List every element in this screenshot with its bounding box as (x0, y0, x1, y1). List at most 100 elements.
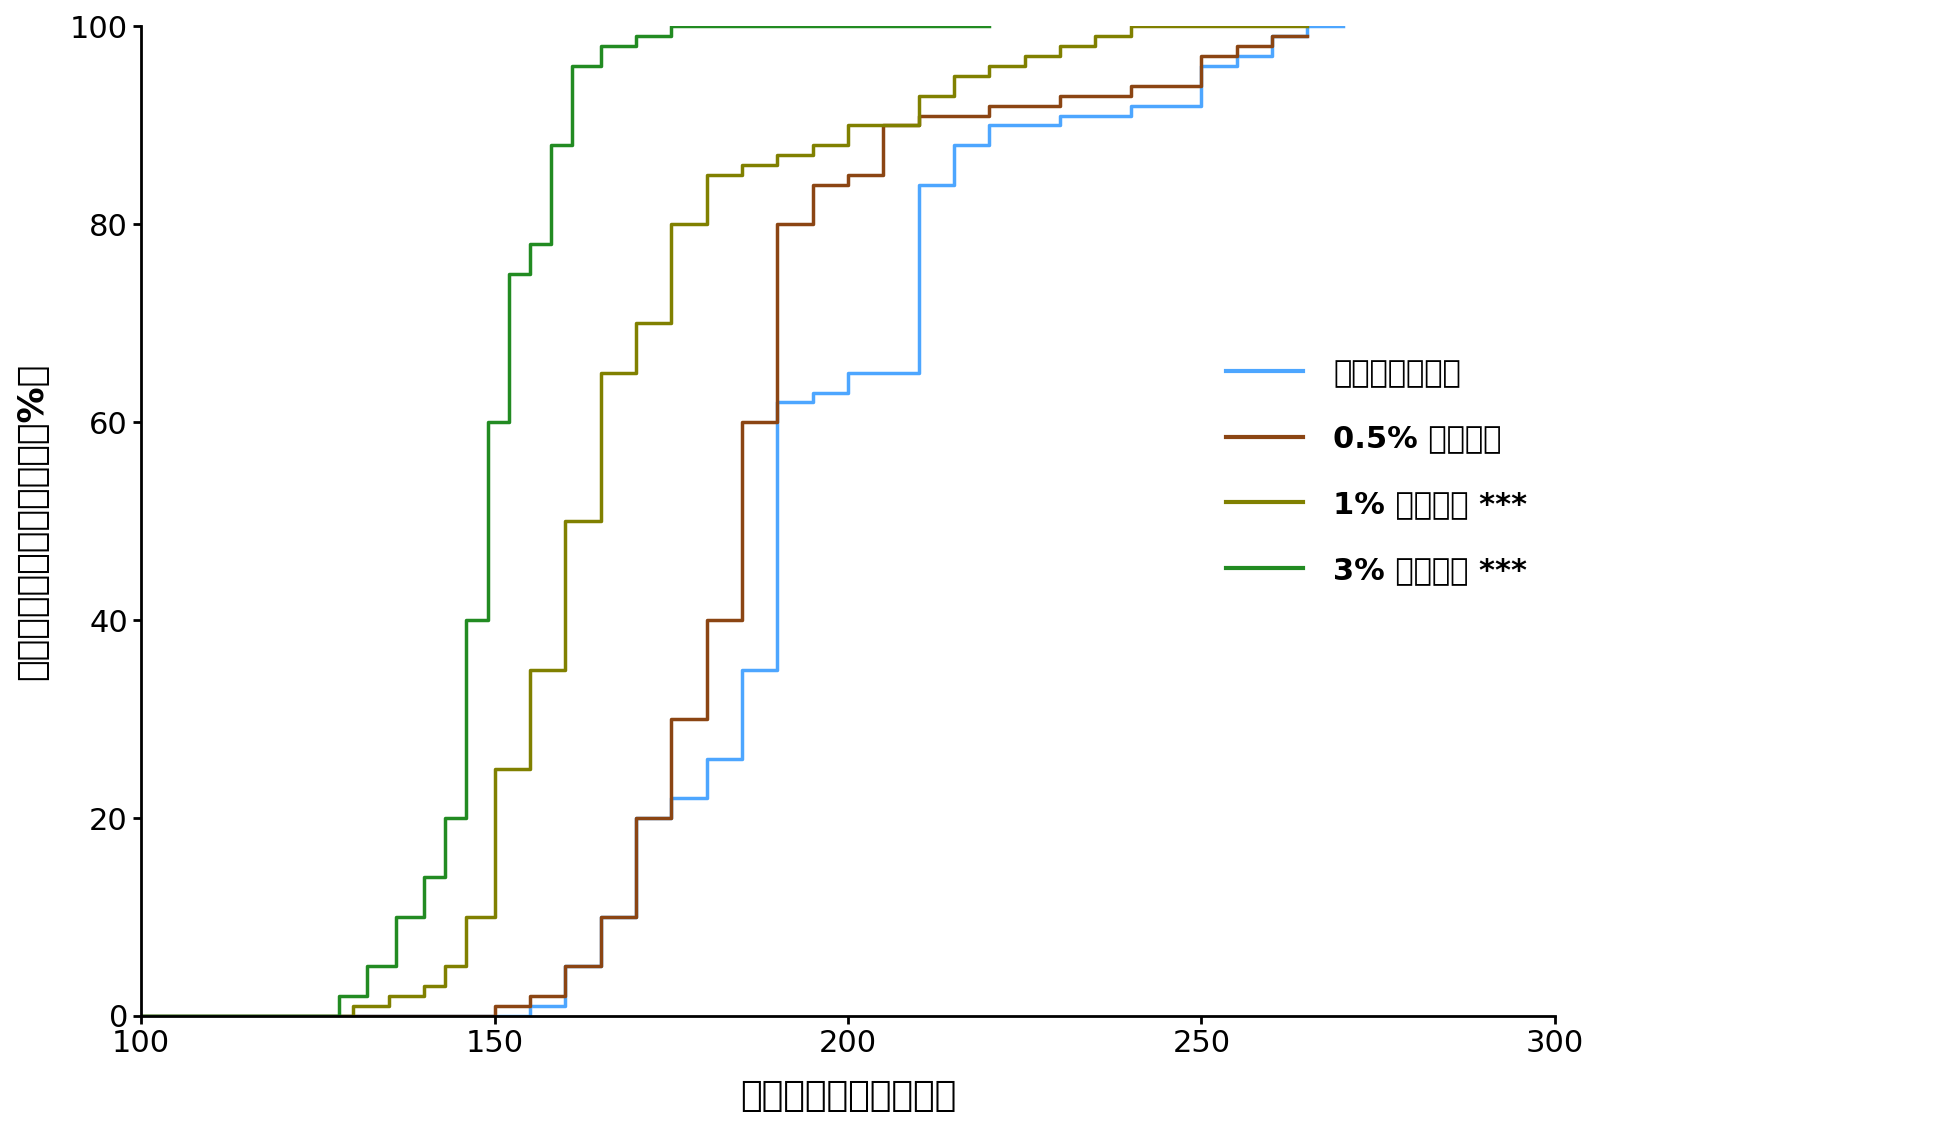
0.5% クロレラ (519, 999, 542, 1013)
0.5% クロレラ (1225, 39, 1248, 53)
コントロール群 (484, 1010, 507, 1023)
0.5% クロレラ (694, 614, 718, 627)
0.5% クロレラ (731, 614, 755, 627)
コントロール群 (837, 386, 860, 399)
コントロール群 (837, 367, 860, 380)
0.5% クロレラ (1225, 50, 1248, 63)
0.5% クロレラ (872, 168, 895, 182)
1% クロレラ *** (454, 960, 478, 973)
Line: コントロール群: コントロール群 (140, 26, 1344, 1016)
3% クロレラ *** (433, 811, 456, 825)
0.5% クロレラ (624, 910, 647, 924)
0.5% クロレラ (1190, 79, 1213, 92)
コントロール群 (1190, 60, 1213, 73)
0.5% クロレラ (907, 118, 930, 132)
コントロール群 (766, 396, 790, 409)
0.5% クロレラ (694, 713, 718, 726)
3% クロレラ *** (589, 39, 612, 53)
コントロール群 (519, 1010, 542, 1023)
0.5% クロレラ (624, 811, 647, 825)
0.5% クロレラ (554, 960, 577, 973)
3% クロレラ *** (519, 267, 542, 281)
3% クロレラ *** (384, 910, 408, 924)
0.5% クロレラ (1049, 89, 1073, 103)
コントロール群 (1295, 19, 1318, 33)
コントロール群 (731, 752, 755, 766)
0.5% クロレラ (659, 713, 682, 726)
コントロール群 (1119, 99, 1143, 113)
3% クロレラ *** (694, 19, 718, 33)
0.5% クロレラ (468, 1010, 491, 1023)
0.5% クロレラ (554, 989, 577, 1003)
3% クロレラ *** (731, 19, 755, 33)
3% クロレラ *** (384, 960, 408, 973)
0.5% クロレラ (1190, 50, 1213, 63)
0.5% クロレラ (129, 1010, 152, 1023)
コントロール群 (589, 960, 612, 973)
3% クロレラ *** (907, 19, 930, 33)
コントロール群 (129, 1010, 152, 1023)
コントロール群 (942, 139, 965, 152)
1% クロレラ *** (942, 69, 965, 82)
0.5% クロレラ (659, 811, 682, 825)
3% クロレラ *** (497, 267, 521, 281)
コントロール群 (942, 178, 965, 192)
コントロール群 (907, 367, 930, 380)
コントロール群 (1119, 108, 1143, 122)
3% クロレラ *** (659, 19, 682, 33)
Legend: コントロール群, 0.5% クロレラ, 1% クロレラ ***, 3% クロレラ ***: コントロール群, 0.5% クロレラ, 1% クロレラ ***, 3% クロレラ… (1215, 346, 1540, 597)
コントロール群 (519, 999, 542, 1013)
3% クロレラ *** (328, 989, 351, 1003)
Y-axis label: 前蛹になった個体の割合（%）: 前蛹になった個体の割合（%） (16, 362, 49, 680)
コントロール群 (589, 910, 612, 924)
コントロール群 (907, 178, 930, 192)
コントロール群 (801, 386, 825, 399)
3% クロレラ *** (589, 60, 612, 73)
3% クロレラ *** (497, 415, 521, 429)
Line: 3% クロレラ ***: 3% クロレラ *** (140, 26, 989, 1016)
0.5% クロレラ (1295, 29, 1318, 43)
3% クロレラ *** (355, 960, 378, 973)
1% クロレラ *** (1119, 19, 1143, 33)
3% クロレラ *** (659, 29, 682, 43)
コントロール群 (977, 139, 1000, 152)
コントロール群 (731, 663, 755, 677)
0.5% クロレラ (589, 910, 612, 924)
コントロール群 (468, 1010, 491, 1023)
コントロール群 (1332, 19, 1355, 33)
Line: 1% クロレラ ***: 1% クロレラ *** (140, 26, 1306, 1016)
コントロール群 (1260, 29, 1283, 43)
コントロール群 (1049, 108, 1073, 122)
0.5% クロレラ (837, 178, 860, 192)
コントロール群 (694, 752, 718, 766)
コントロール群 (801, 396, 825, 409)
3% クロレラ *** (977, 19, 1000, 33)
コントロール群 (1225, 50, 1248, 63)
0.5% クロレラ (1049, 99, 1073, 113)
1% クロレラ *** (801, 149, 825, 162)
3% クロレラ *** (562, 139, 585, 152)
0.5% クロレラ (1260, 39, 1283, 53)
コントロール群 (1260, 50, 1283, 63)
0.5% クロレラ (766, 415, 790, 429)
3% クロレラ *** (766, 19, 790, 33)
コントロール群 (1295, 29, 1318, 43)
3% クロレラ *** (519, 237, 542, 250)
0.5% クロレラ (837, 168, 860, 182)
コントロール群 (766, 663, 790, 677)
0.5% クロレラ (801, 218, 825, 231)
3% クロレラ *** (476, 415, 499, 429)
0.5% クロレラ (766, 218, 790, 231)
0.5% クロレラ (1119, 89, 1143, 103)
1% クロレラ *** (624, 317, 647, 331)
0.5% クロレラ (731, 415, 755, 429)
0.5% クロレラ (519, 989, 542, 1003)
0.5% クロレラ (468, 1010, 491, 1023)
コントロール群 (977, 118, 1000, 132)
3% クロレラ *** (562, 60, 585, 73)
コントロール群 (1190, 99, 1213, 113)
3% クロレラ *** (476, 614, 499, 627)
3% クロレラ *** (766, 19, 790, 33)
3% クロレラ *** (411, 910, 435, 924)
0.5% クロレラ (1260, 29, 1283, 43)
